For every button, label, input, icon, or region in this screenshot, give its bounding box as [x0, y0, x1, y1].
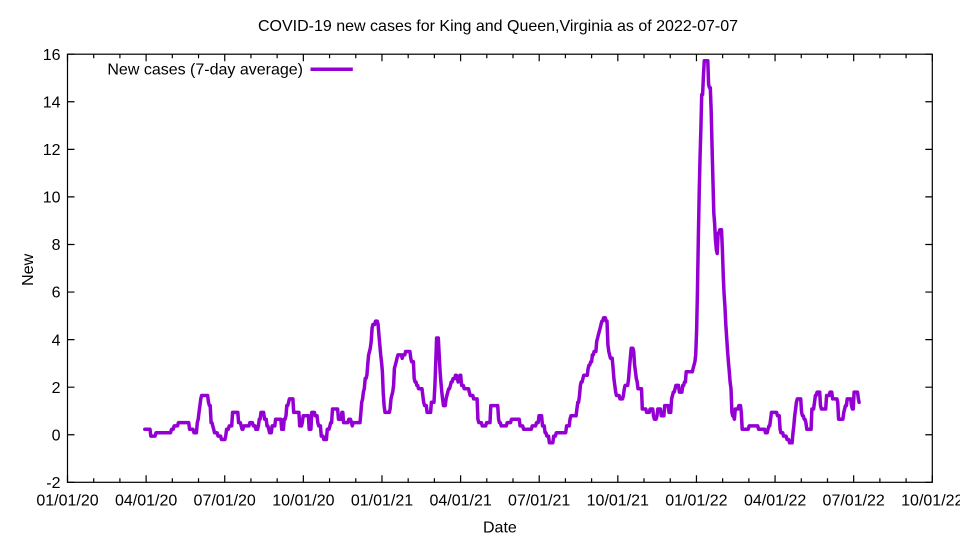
svg-text:04/01/20: 04/01/20 [115, 493, 177, 510]
svg-text:6: 6 [52, 285, 61, 302]
svg-text:12: 12 [43, 142, 61, 159]
svg-text:10/01/21: 10/01/21 [587, 493, 649, 510]
svg-text:8: 8 [52, 237, 61, 254]
svg-text:New cases (7-day average): New cases (7-day average) [107, 62, 303, 79]
svg-text:16: 16 [43, 47, 61, 64]
svg-text:07/01/21: 07/01/21 [508, 493, 570, 510]
svg-text:0: 0 [52, 427, 61, 444]
svg-text:04/01/21: 04/01/21 [429, 493, 491, 510]
svg-text:01/01/21: 01/01/21 [351, 493, 413, 510]
svg-text:14: 14 [43, 95, 61, 112]
svg-text:10: 10 [43, 190, 61, 207]
svg-text:4: 4 [52, 332, 61, 349]
svg-text:01/01/20: 01/01/20 [36, 493, 98, 510]
svg-text:01/01/22: 01/01/22 [665, 493, 727, 510]
svg-text:10/01/20: 10/01/20 [272, 493, 334, 510]
svg-text:2: 2 [52, 380, 61, 397]
svg-text:07/01/20: 07/01/20 [194, 493, 256, 510]
svg-text:Date: Date [483, 520, 517, 537]
svg-text:07/01/22: 07/01/22 [823, 493, 885, 510]
svg-text:COVID-19 new cases for King an: COVID-19 new cases for King and Queen,Vi… [258, 18, 738, 35]
svg-text:New: New [20, 253, 37, 285]
svg-text:-2: -2 [46, 475, 60, 492]
svg-text:10/01/22: 10/01/22 [901, 493, 960, 510]
svg-text:04/01/22: 04/01/22 [744, 493, 806, 510]
